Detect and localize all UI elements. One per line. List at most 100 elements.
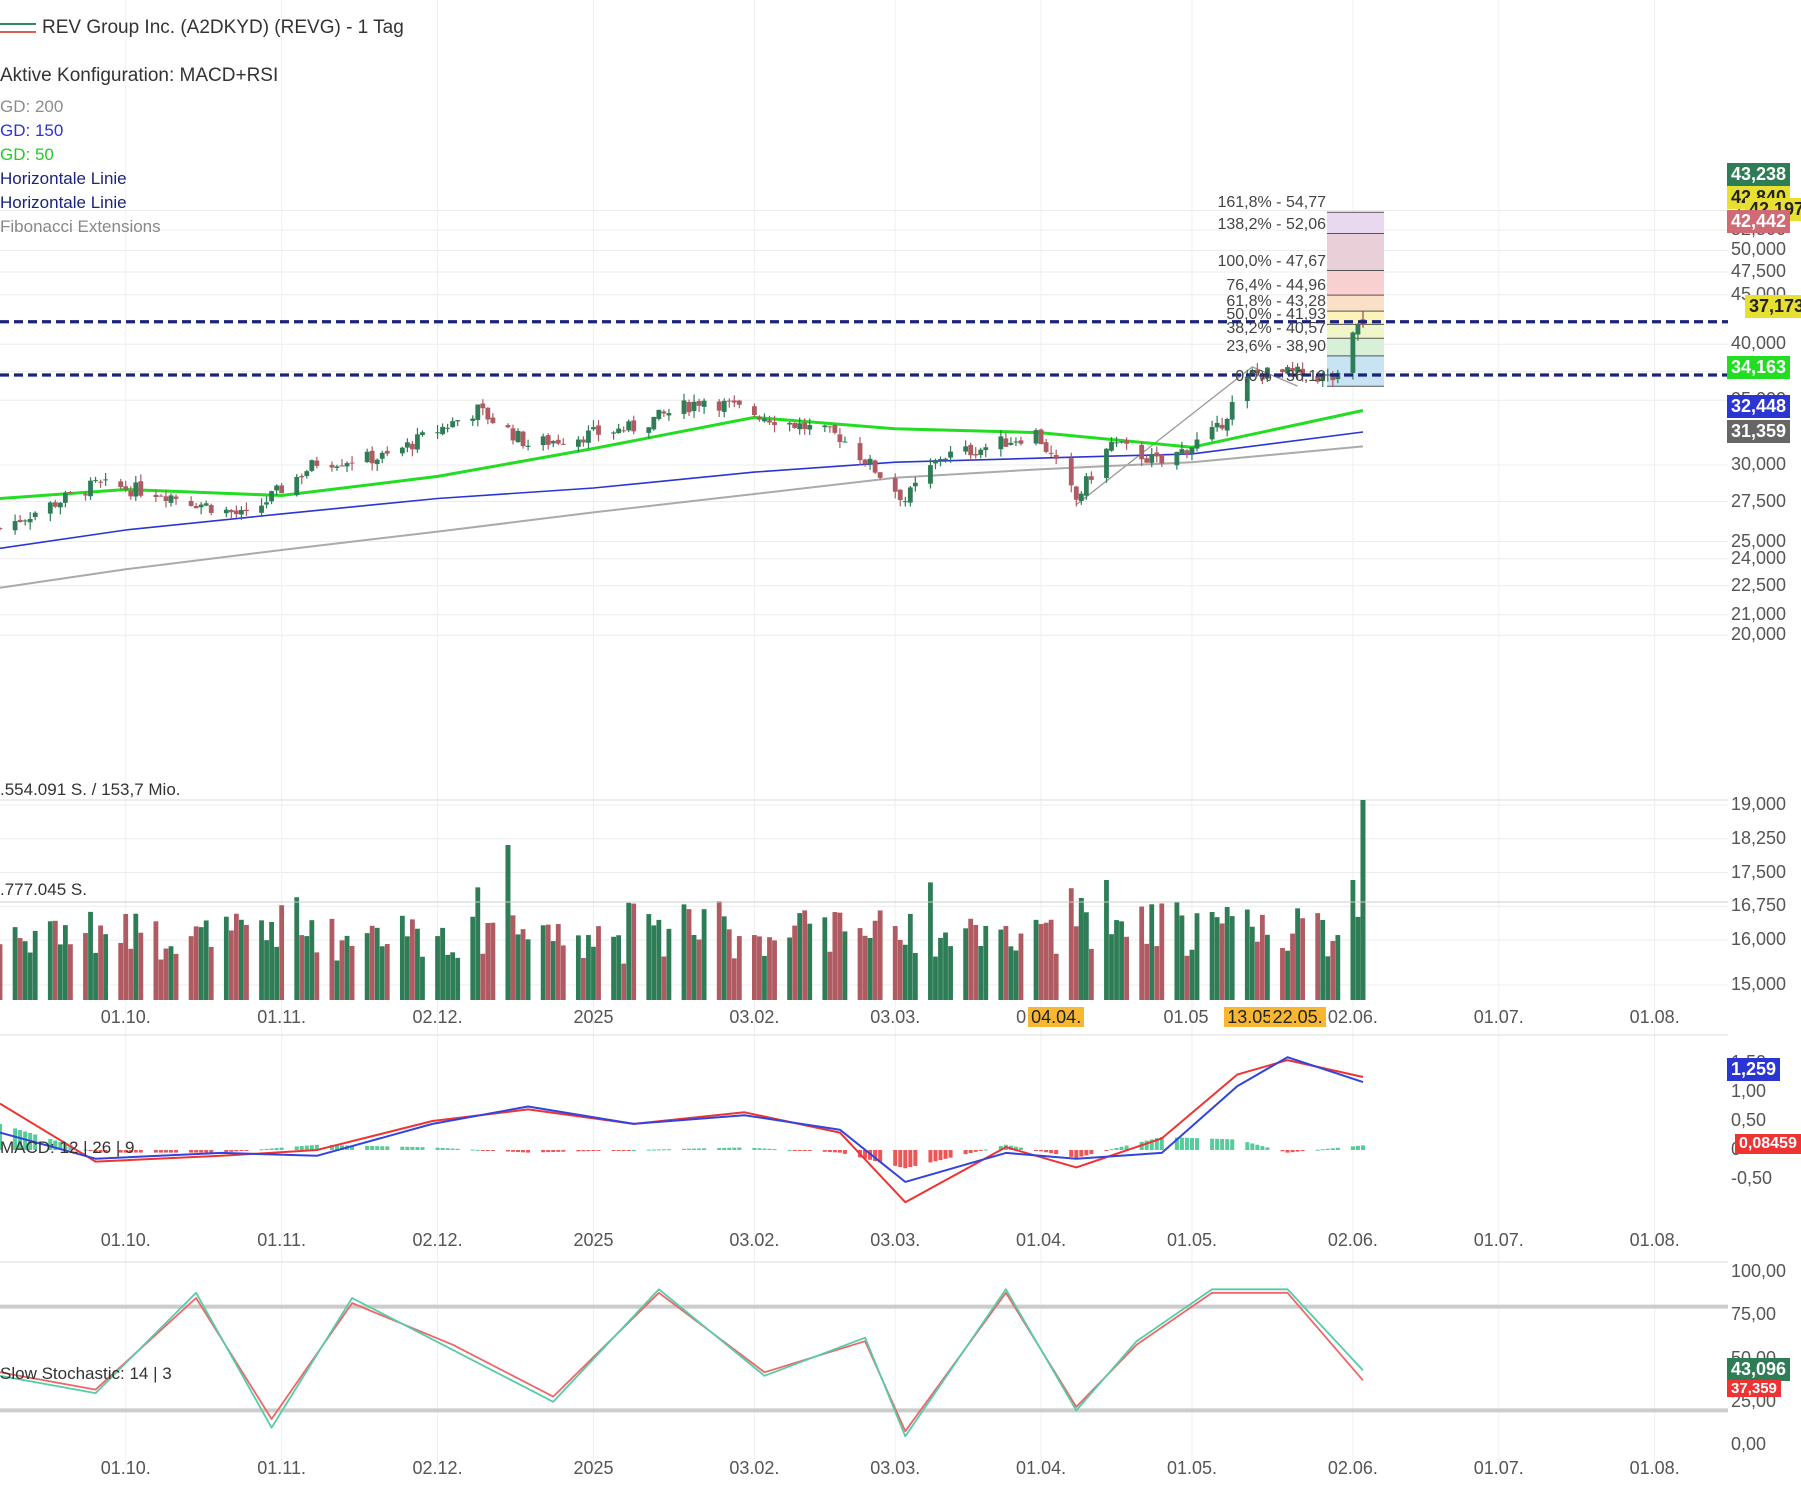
macd-histogram-bar [968, 1150, 973, 1154]
macd-histogram-bar [1355, 1145, 1360, 1150]
volume-bar [661, 956, 667, 1000]
candle-body [1078, 493, 1084, 501]
candle-body [118, 481, 124, 488]
fib-level-label: 0,0% - 36,19 [1235, 368, 1326, 386]
main-time-axis-label: 01.11. [257, 1007, 306, 1027]
macd-histogram-bar [837, 1150, 842, 1153]
candle-body [1244, 376, 1250, 402]
volume-bar [872, 920, 878, 1000]
candle-body [1189, 447, 1195, 454]
macd-histogram-bar [1225, 1139, 1230, 1150]
macd-histogram-bar [722, 1147, 727, 1150]
highlighted-date-text: 04.04. [1028, 1007, 1085, 1027]
macd-histogram-bar [435, 1147, 440, 1150]
main-time-axis-label: 03.02. [729, 1007, 780, 1027]
candle-body [123, 486, 129, 491]
macd-histogram-bar [23, 1131, 28, 1150]
macd-line [0, 1059, 1364, 1204]
candle-body [0, 528, 3, 530]
volume-bar [862, 935, 868, 1000]
volume-bar [138, 932, 144, 1000]
price-badge: 43,238 [1727, 163, 1791, 186]
macd-histogram-bar [546, 1150, 551, 1153]
macd-histogram-bar [873, 1150, 878, 1162]
macd-histogram-bar [1049, 1150, 1054, 1154]
fib-zone [1327, 355, 1384, 387]
macd-histogram-bar [314, 1144, 319, 1150]
volume-bar [752, 935, 757, 1000]
macd-histogram-bar [1184, 1137, 1189, 1150]
candle-body [1114, 442, 1119, 444]
macd-histogram-bar [48, 1139, 53, 1150]
stochastic-k-badge: 43,096 [1727, 1358, 1791, 1381]
candle-body [1018, 440, 1024, 444]
price-axis-label: 18,250 [1731, 827, 1787, 848]
candle-body [1254, 369, 1260, 373]
candle-body [802, 422, 808, 430]
volume-bar [1320, 919, 1326, 1000]
macd-axis-label: 1,00 [1731, 1081, 1767, 1101]
fib-level-label: 161,8% - 54,77 [1217, 194, 1326, 212]
chart-title-text: REV Group Inc. (A2DKYD) (REVG) - 1 Tag [42, 17, 404, 38]
candle-body [827, 426, 833, 428]
volume-bar [681, 904, 687, 1000]
candle-body [17, 519, 23, 523]
candle-body [1214, 422, 1220, 428]
volume-bar [1088, 948, 1094, 1000]
macd-histogram-bar [128, 1150, 133, 1153]
volume-bar [12, 927, 18, 1000]
volume-bar [1325, 956, 1331, 1000]
candle-body [762, 418, 767, 422]
candle-body [731, 400, 737, 403]
macd-histogram-bar [651, 1149, 656, 1151]
volume-bar [163, 948, 169, 1000]
macd-histogram-bar [1360, 1145, 1365, 1150]
macd-histogram-bar [511, 1150, 515, 1152]
macd-histogram-bar [505, 1150, 510, 1152]
candle-body [22, 520, 28, 522]
volume-bar [560, 945, 566, 1000]
volume-bar [631, 903, 637, 1000]
volume-bar [1355, 916, 1361, 1000]
macd-histogram-bar [621, 1150, 626, 1151]
macd-histogram-bar [1300, 1150, 1305, 1152]
volume-bar [57, 944, 63, 1000]
volume-bar [480, 953, 486, 1000]
candle-body [1219, 424, 1225, 429]
volume-bar [943, 932, 948, 1000]
volume-bar [540, 925, 546, 1000]
macd-histogram-bar [983, 1149, 988, 1151]
volume-bar [802, 910, 808, 1000]
volume-bar [963, 928, 969, 1000]
volume-bar [716, 901, 722, 1000]
fib-zone [1327, 295, 1384, 312]
candle-body [555, 439, 561, 444]
candle-body [133, 482, 139, 497]
candle-body [832, 425, 838, 433]
macd-histogram-bar [948, 1150, 953, 1158]
volume-bar [1350, 880, 1356, 1000]
volume-bar [646, 914, 652, 1000]
macd-histogram-bar [863, 1150, 868, 1159]
candle-body [193, 506, 199, 509]
stochastic-label: Slow Stochastic: 14 | 3 [0, 1364, 172, 1383]
legend-item: GD: 150 [0, 121, 64, 140]
volume-bar [1149, 904, 1155, 1000]
volume-bar [550, 941, 556, 1000]
macd-histogram-bar [661, 1149, 666, 1151]
volume-bar [867, 937, 873, 1000]
candle-body [867, 458, 873, 465]
candle-body [611, 432, 616, 434]
fib-level-label: 38,2% - 40,57 [1226, 320, 1326, 338]
candle-body [938, 458, 943, 460]
macd-histogram-bar [521, 1150, 526, 1153]
candle-body [188, 500, 194, 506]
macd-histogram-bar [1044, 1150, 1049, 1153]
fib-zone [1327, 338, 1384, 356]
macd-histogram-bar [1069, 1150, 1074, 1157]
volume-bar [490, 922, 496, 1000]
volume-bar [1335, 935, 1341, 1000]
volume-bar [1265, 934, 1270, 1000]
candle-body [1350, 332, 1356, 373]
